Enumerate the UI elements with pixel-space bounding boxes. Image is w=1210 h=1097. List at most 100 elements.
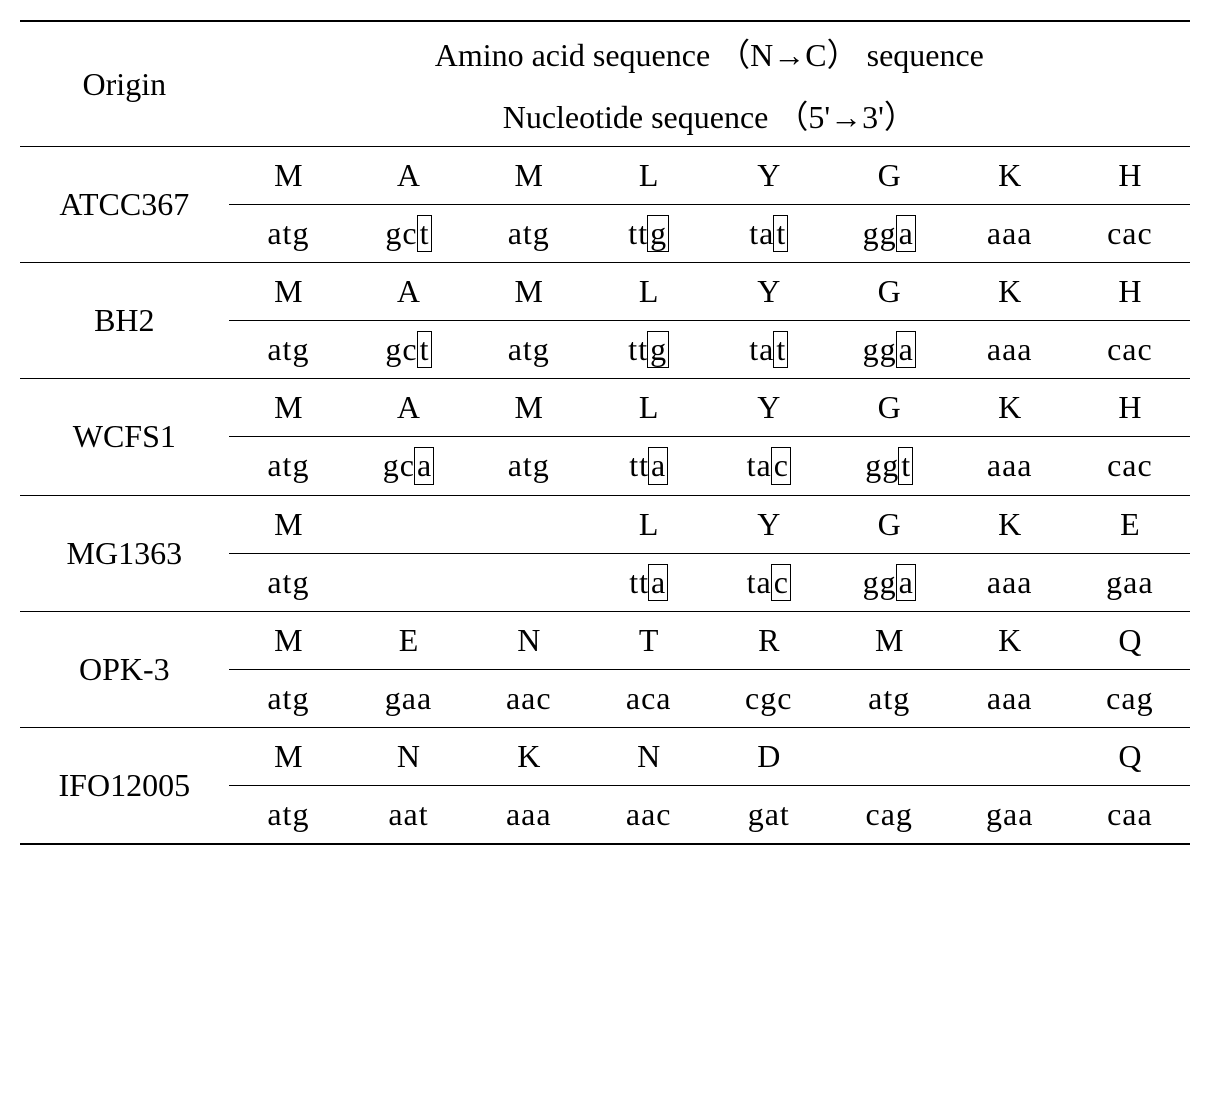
codon-prefix: aaa (987, 331, 1033, 367)
nt-cell: atg (229, 437, 349, 495)
codon-prefix: gg (863, 564, 897, 600)
codon-prefix: cag (866, 796, 913, 832)
aa-cell: L (589, 263, 709, 321)
codon-boxed: a (896, 215, 916, 252)
codon-prefix: cgc (745, 680, 792, 716)
nt-cell: atg (229, 553, 349, 611)
codon-prefix: tt (629, 564, 649, 600)
nt-cell: aat (348, 785, 469, 844)
codon-prefix: aac (506, 680, 552, 716)
codon-prefix: tt (628, 215, 648, 251)
nt-cell: aac (469, 669, 589, 727)
codon-boxed: t (417, 331, 432, 368)
aa-cell: M (229, 495, 349, 553)
codon-prefix: gc (385, 215, 417, 251)
nt-cell: gaa (950, 785, 1070, 844)
aa-cell: G (829, 495, 950, 553)
aa-cell: K (950, 611, 1070, 669)
nt-cell: gga (829, 205, 950, 263)
codon-prefix: atg (508, 331, 550, 367)
codon-prefix: gg (863, 215, 897, 251)
aa-cell: M (229, 379, 349, 437)
aa-cell: Y (709, 147, 829, 205)
aa-cell: T (589, 611, 709, 669)
nt-cell: atg (229, 205, 349, 263)
aa-cell (469, 495, 589, 553)
codon-prefix: atg (868, 680, 910, 716)
aa-row: OPK-3MENTRMKQ (20, 611, 1190, 669)
aa-cell: M (229, 147, 349, 205)
aa-cell: H (1070, 263, 1190, 321)
aa-cell: M (229, 263, 349, 321)
nt-cell: aaa (469, 785, 589, 844)
nt-cell: gga (829, 321, 950, 379)
aa-cell: M (469, 379, 589, 437)
aa-cell: Y (709, 495, 829, 553)
codon-boxed: a (896, 564, 916, 601)
codon-prefix: cac (1107, 331, 1153, 367)
origin-cell: BH2 (20, 263, 229, 379)
aa-cell: E (348, 611, 469, 669)
codon-prefix: caa (1107, 796, 1153, 832)
nt-cell: ggt (829, 437, 950, 495)
aa-cell: M (829, 611, 950, 669)
aa-cell: A (348, 147, 469, 205)
aa-cell: Y (709, 263, 829, 321)
codon-prefix: atg (267, 331, 309, 367)
aa-cell: K (950, 495, 1070, 553)
nt-cell: ttg (589, 205, 709, 263)
nt-cell: gca (348, 437, 469, 495)
codon-prefix: atg (508, 447, 550, 483)
nt-cell: aca (589, 669, 709, 727)
codon-prefix: aaa (987, 680, 1033, 716)
origin-cell: WCFS1 (20, 379, 229, 495)
aa-cell: E (1070, 495, 1190, 553)
aa-cell: A (348, 263, 469, 321)
aa-row: WCFS1MAMLYGKH (20, 379, 1190, 437)
aa-cell (348, 495, 469, 553)
codon-boxed: t (773, 215, 788, 252)
aa-cell: K (950, 379, 1070, 437)
nt-cell: ttg (589, 321, 709, 379)
nt-cell: tac (709, 553, 829, 611)
aa-row: MG1363MLYGKE (20, 495, 1190, 553)
nt-header: Nucleotide sequence （5'→3'） (229, 84, 1190, 147)
aa-cell: A (348, 379, 469, 437)
origin-cell: MG1363 (20, 495, 229, 611)
codon-prefix: gaa (986, 796, 1033, 832)
nt-cell: gaa (1070, 553, 1190, 611)
aa-row: ATCC367MAMLYGKH (20, 147, 1190, 205)
aa-cell (950, 727, 1070, 785)
codon-prefix: ta (749, 215, 774, 251)
aa-cell: K (950, 263, 1070, 321)
codon-prefix: atg (267, 447, 309, 483)
aa-cell: Y (709, 379, 829, 437)
codon-prefix: gg (865, 447, 899, 483)
codon-prefix: aaa (987, 447, 1033, 483)
codon-prefix: cac (1107, 447, 1153, 483)
nt-cell: gct (348, 205, 469, 263)
aa-cell: H (1070, 379, 1190, 437)
codon-boxed: t (898, 447, 913, 484)
aa-cell: L (589, 495, 709, 553)
codon-prefix: gat (748, 796, 790, 832)
nt-cell: tac (709, 437, 829, 495)
aa-cell: K (469, 727, 589, 785)
codon-prefix: tt (629, 447, 649, 483)
codon-prefix: gaa (385, 680, 432, 716)
codon-prefix: atg (267, 680, 309, 716)
aa-cell: H (1070, 147, 1190, 205)
nt-cell: tta (589, 553, 709, 611)
aa-cell: M (469, 263, 589, 321)
aa-cell: N (469, 611, 589, 669)
nt-cell: atg (229, 669, 349, 727)
aa-cell: Q (1070, 611, 1190, 669)
nt-cell: gct (348, 321, 469, 379)
origin-cell: ATCC367 (20, 147, 229, 263)
codon-prefix: cac (1107, 215, 1153, 251)
nt-cell: atg (469, 321, 589, 379)
aa-cell: G (829, 263, 950, 321)
aa-header: Amino acid sequence （N→C） sequence (229, 21, 1190, 84)
table-header: Origin Amino acid sequence （N→C） sequenc… (20, 21, 1190, 84)
nt-cell: atg (829, 669, 950, 727)
